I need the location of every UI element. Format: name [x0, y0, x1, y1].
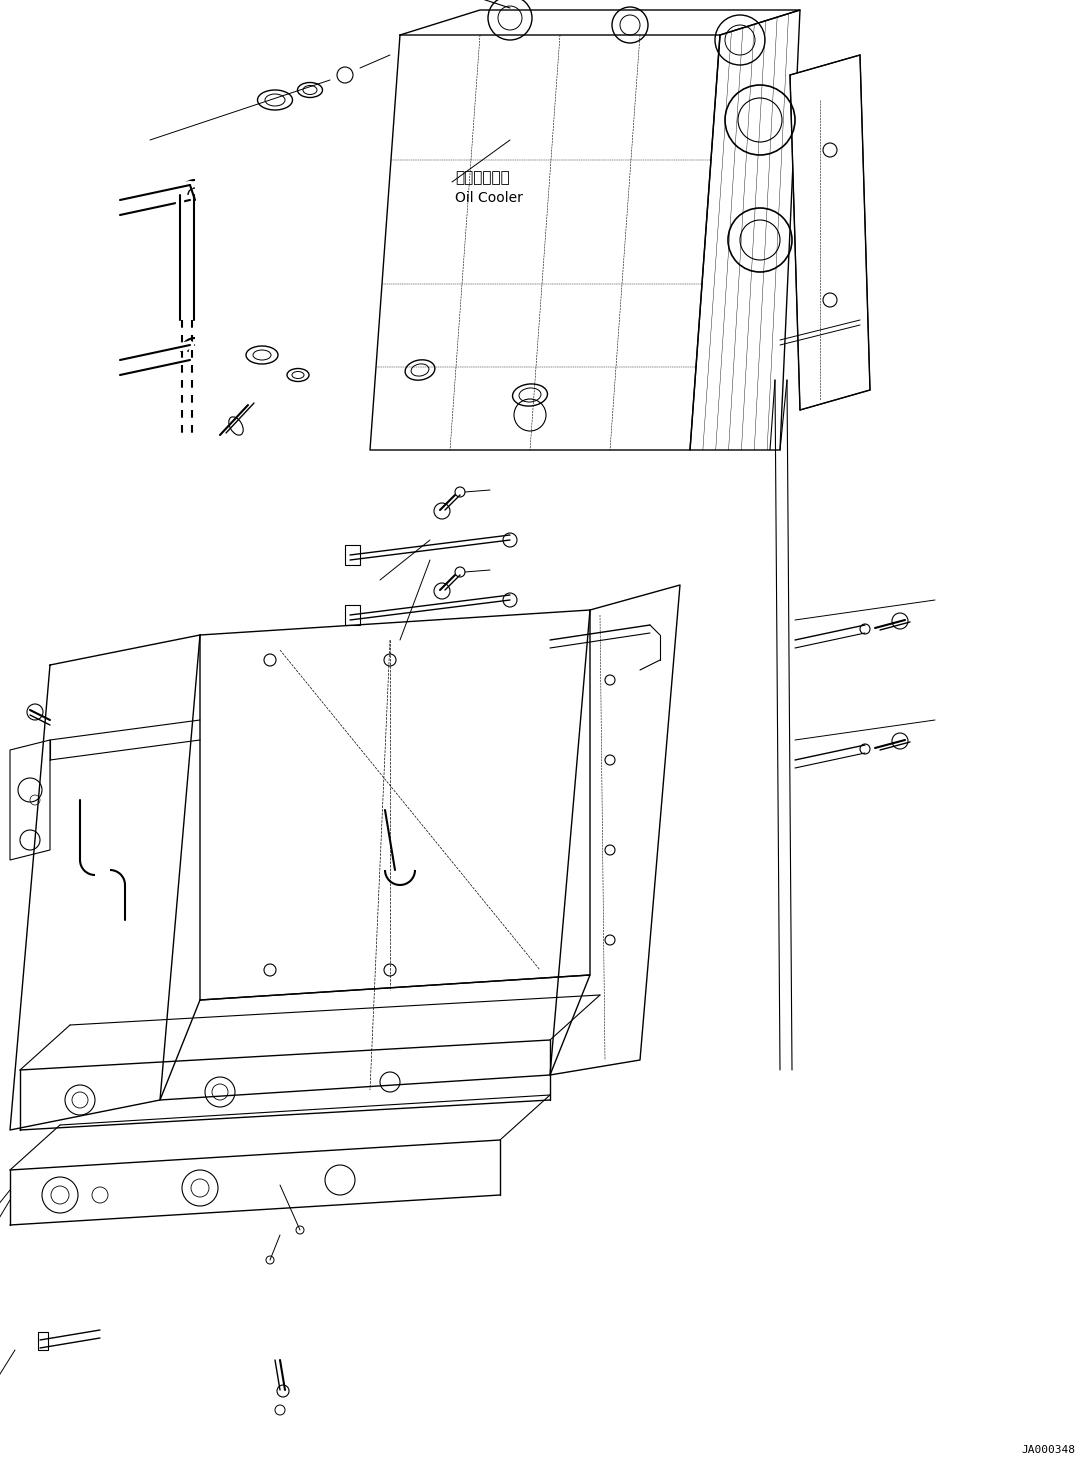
Polygon shape [790, 56, 870, 411]
Text: オイルクーラ: オイルクーラ [455, 171, 510, 186]
Text: Oil Cooler: Oil Cooler [455, 191, 523, 205]
Text: JA000348: JA000348 [1021, 1445, 1075, 1455]
